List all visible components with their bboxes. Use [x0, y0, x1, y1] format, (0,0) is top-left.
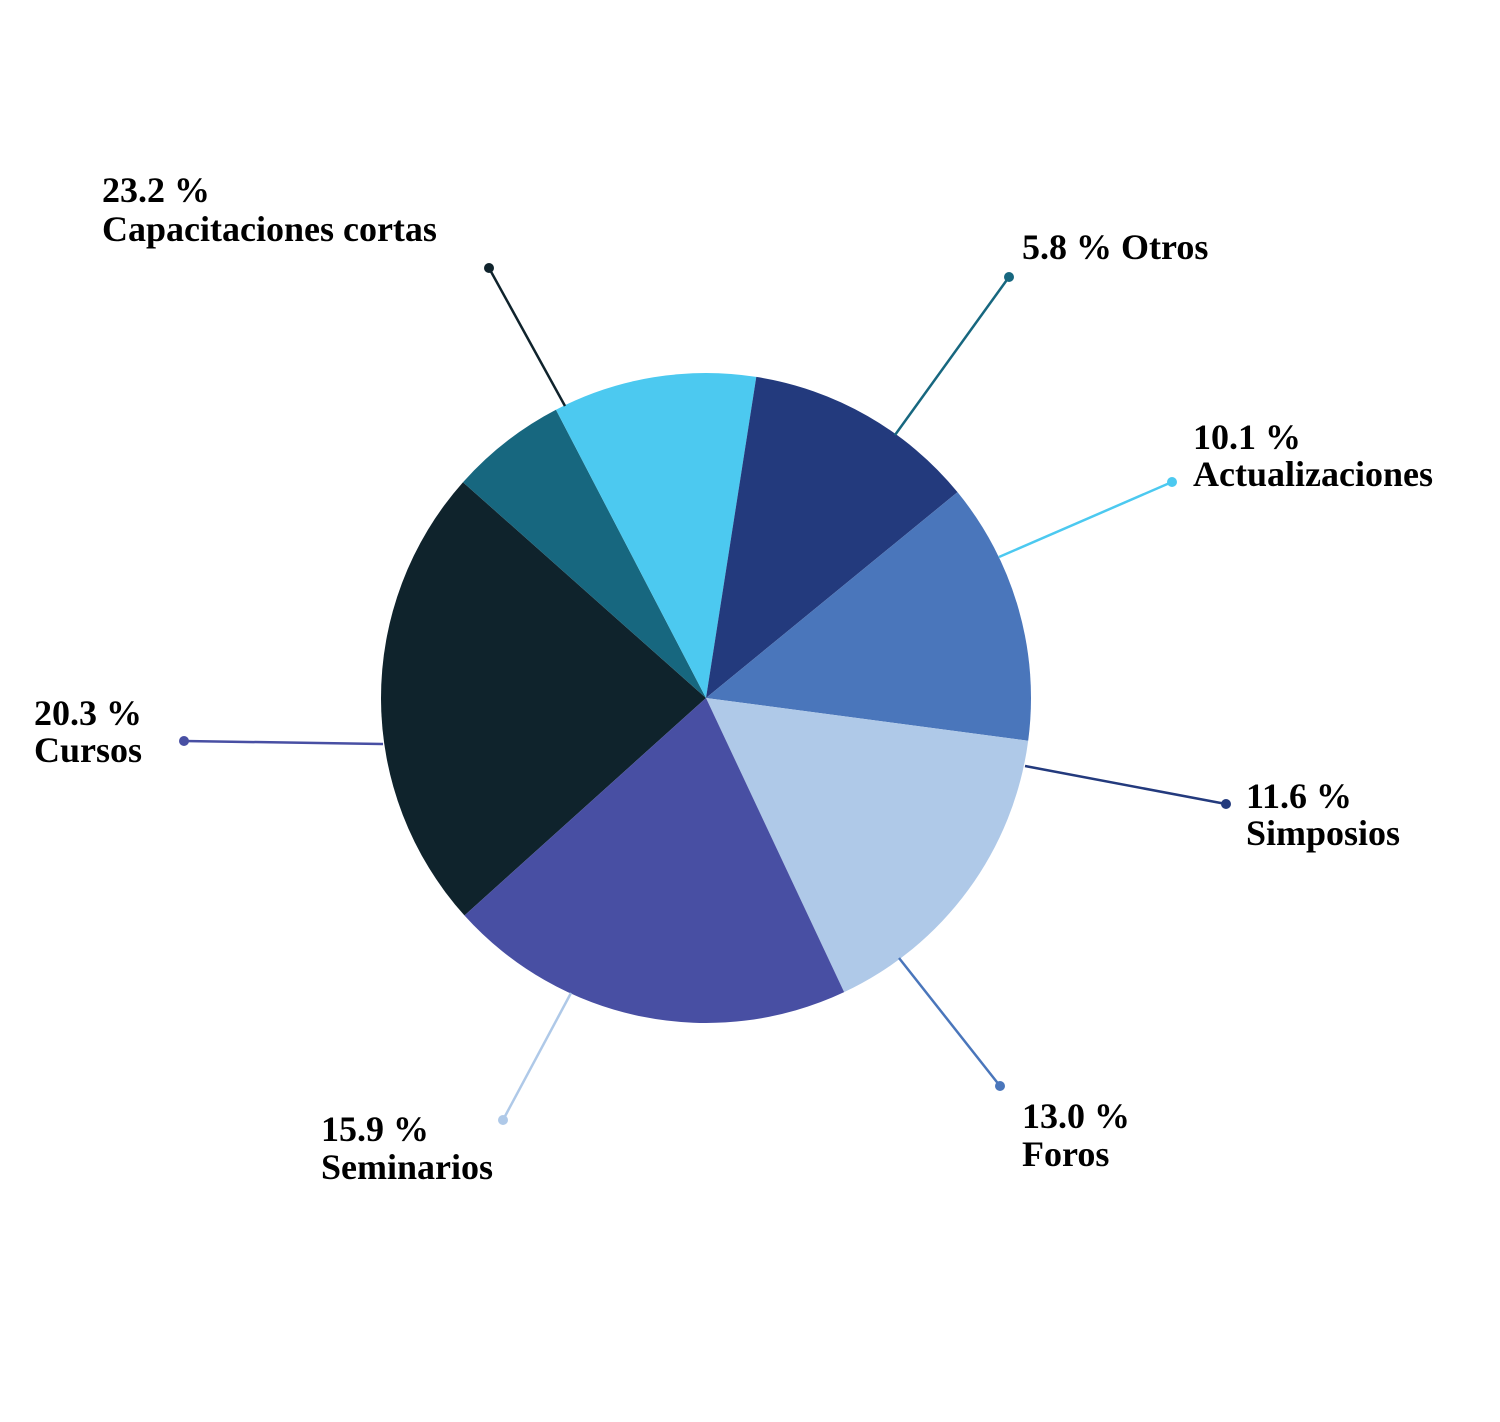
slice-name-actualizaciones: Actualizaciones [1193, 454, 1433, 494]
slice-percent-simposios: 11.6 % [1246, 776, 1352, 816]
pie-slice-capacitaciones-cortas [381, 482, 706, 916]
slice-name-capacitaciones-cortas: Capacitaciones cortas [102, 209, 437, 249]
leader-dot-capacitaciones-cortas [484, 263, 494, 273]
slice-percent-actualizaciones: 10.1 % [1193, 417, 1301, 457]
slice-name-seminarios: Seminarios [321, 1147, 493, 1187]
leader-dot-seminarios [498, 1115, 508, 1125]
slice-label-otros: 5.8 % Otros [1022, 227, 1208, 267]
leader-line-actualizaciones [998, 480, 1173, 559]
slice-percent-seminarios: 15.9 % [321, 1109, 429, 1149]
pie-slice-foros [706, 492, 1031, 741]
pie-slice-simposios [706, 376, 958, 698]
slice-name-cursos: Cursos [34, 730, 142, 770]
leader-line-capacitaciones-cortas [487, 267, 567, 407]
leader-dot-simposios [1221, 799, 1231, 809]
slice-name-simposios: Simposios [1246, 813, 1400, 853]
leader-line-foros [898, 957, 1001, 1087]
leader-dot-cursos [179, 736, 189, 746]
slice-percent-capacitaciones-cortas: 23.2 % [102, 170, 210, 210]
leader-line-otros [893, 276, 1011, 436]
leader-line-cursos [183, 739, 384, 746]
leader-dot-actualizaciones [1167, 477, 1177, 487]
pie-slice-cursos [464, 698, 845, 1023]
slice-percent-foros: 13.0 % [1022, 1096, 1130, 1136]
leader-dot-otros [1004, 272, 1014, 282]
pie-slice-seminarios [706, 698, 1029, 993]
leader-line-seminarios [501, 992, 573, 1121]
leader-dot-foros [995, 1081, 1005, 1091]
pie-slice-actualizaciones [555, 372, 757, 698]
pie-slice-otros [462, 409, 706, 698]
slice-name-foros: Foros [1022, 1134, 1109, 1174]
slice-percent-cursos: 20.3 % [34, 693, 142, 733]
leader-line-simposios [1024, 764, 1227, 806]
